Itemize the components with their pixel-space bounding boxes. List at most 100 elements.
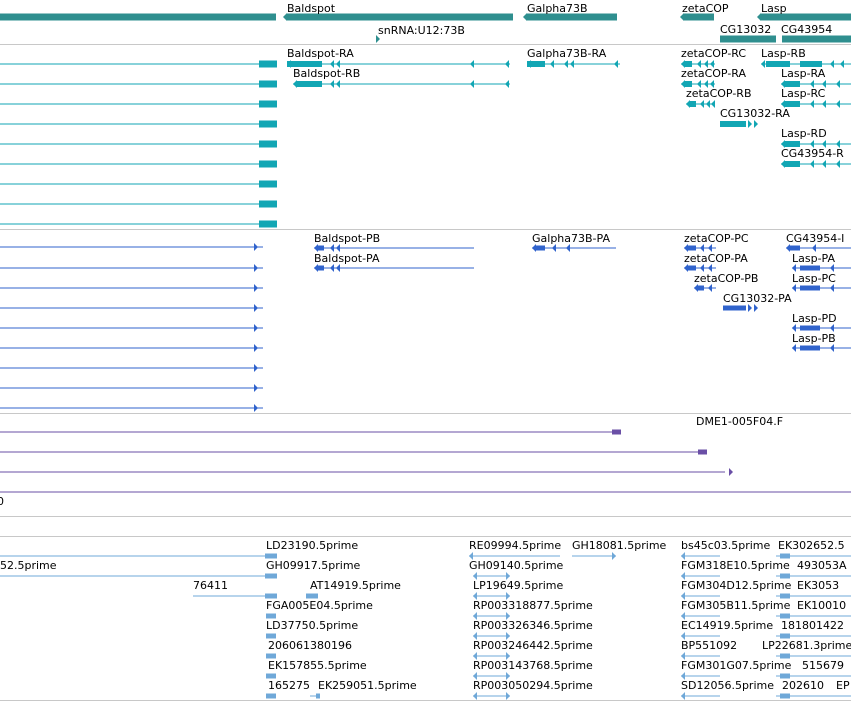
transcript-lasp-ra-exon bbox=[784, 81, 800, 87]
track-separator bbox=[0, 516, 851, 517]
transcript-label-zetacop-ra[interactable]: zetaCOP-RA bbox=[681, 67, 747, 80]
est-label-re09994[interactable]: RE09994.5prime bbox=[469, 539, 562, 552]
transcript-label-lasp-pd[interactable]: Lasp-PD bbox=[792, 312, 837, 325]
transcript-label-baldspot-rb[interactable]: Baldspot-RB bbox=[293, 67, 361, 80]
transcript-cg43954-r-end-arrow bbox=[781, 160, 785, 168]
transcript-left-exon bbox=[259, 100, 277, 108]
est-label-202610[interactable]: 202610 bbox=[782, 679, 824, 692]
est-label-fgm301g07[interactable]: FGM301G07.5prime bbox=[681, 659, 792, 672]
est-label-bp551092[interactable]: BP551092 bbox=[681, 639, 738, 652]
transcript-label-lasp-pb[interactable]: Lasp-PB bbox=[792, 332, 836, 345]
est-label-493053a[interactable]: 493053A bbox=[797, 559, 847, 572]
est-label-rp003143768[interactable]: RP003143768.5prime bbox=[473, 659, 593, 672]
transcript-label-cg43954-r[interactable]: CG43954-R bbox=[781, 147, 844, 160]
est-label-gh18081[interactable]: GH18081.5prime bbox=[572, 539, 667, 552]
transcript-left-end-arrow bbox=[254, 304, 258, 312]
est-label-ek3053[interactable]: EK3053 bbox=[797, 579, 840, 592]
est-label-ec14919[interactable]: EC14919.5prime bbox=[681, 619, 774, 632]
transcript-zetacop-pc-chevron bbox=[708, 244, 712, 252]
transcript-lasp-rd-chevron bbox=[810, 140, 814, 148]
transcript-label-zetacop-rc[interactable]: zetaCOP-RC bbox=[681, 47, 747, 60]
est-label-at14919[interactable]: AT14919.5prime bbox=[310, 579, 401, 592]
transcript-zetacop-pc-end-arrow bbox=[684, 244, 688, 252]
est-arrow bbox=[506, 572, 510, 580]
est-label-ek157855[interactable]: EK157855.5prime bbox=[268, 659, 367, 672]
est-block bbox=[265, 553, 277, 559]
est-block bbox=[265, 573, 277, 579]
transcript-label-lasp-rc[interactable]: Lasp-RC bbox=[781, 87, 826, 100]
est-arrow bbox=[681, 672, 685, 680]
transcript-galpha73b-ra-chevron bbox=[614, 60, 618, 68]
est-label-gh09917[interactable]: GH09917.5prime bbox=[266, 559, 361, 572]
est-label-515679[interactable]: 515679 bbox=[802, 659, 844, 672]
est-label-165275[interactable]: 165275 bbox=[268, 679, 310, 692]
est-label-206061380196[interactable]: 206061380196 bbox=[268, 639, 352, 652]
transcript-lasp-rc-end-arrow bbox=[781, 100, 785, 108]
gene-label-galpha73b[interactable]: Galpha73B bbox=[527, 2, 588, 15]
transcript-label-baldspot-pb[interactable]: Baldspot-PB bbox=[314, 232, 381, 245]
cdna-label-0[interactable]: 0 bbox=[0, 495, 4, 508]
transcript-label-cg13032-pa[interactable]: CG13032-PA bbox=[723, 292, 792, 305]
est-label-ek10010[interactable]: EK10010 bbox=[797, 599, 847, 612]
est-label-lp22681[interactable]: LP22681.3prime bbox=[762, 639, 851, 652]
est-label-ld23190[interactable]: LD23190.5prime bbox=[266, 539, 359, 552]
transcript-label-zetacop-rb[interactable]: zetaCOP-RB bbox=[686, 87, 752, 100]
transcript-zetacop-rb-end-arrow bbox=[686, 100, 690, 108]
transcript-label-galpha73b-ra[interactable]: Galpha73B-RA bbox=[527, 47, 607, 60]
est-label-rp003326346[interactable]: RP003326346.5prime bbox=[473, 619, 593, 632]
est-label-fgm305b11[interactable]: FGM305B11.5prime bbox=[681, 599, 791, 612]
transcript-zetacop-rc-chevron bbox=[710, 60, 714, 68]
transcript-zetacop-pb-exon bbox=[697, 285, 704, 291]
transcript-label-baldspot-ra[interactable]: Baldspot-RA bbox=[287, 47, 354, 60]
transcript-label-lasp-pa[interactable]: Lasp-PA bbox=[792, 252, 836, 265]
gene-label-cg13032[interactable]: CG13032 bbox=[720, 23, 772, 36]
est-label-ek259051[interactable]: EK259051.5prime bbox=[318, 679, 417, 692]
transcript-lasp-rd-chevron bbox=[822, 140, 826, 148]
est-label-sd12056[interactable]: SD12056.5prime bbox=[681, 679, 774, 692]
est-label-ek302652[interactable]: EK302652.5 bbox=[778, 539, 845, 552]
transcript-label-lasp-ra[interactable]: Lasp-RA bbox=[781, 67, 826, 80]
gene-label-zetacop[interactable]: zetaCOP bbox=[682, 2, 729, 15]
transcript-lasp-pc-exon bbox=[800, 285, 820, 291]
transcript-label-lasp-pc[interactable]: Lasp-PC bbox=[792, 272, 836, 285]
gene-label-baldspot[interactable]: Baldspot bbox=[287, 2, 336, 15]
est-label-ep[interactable]: EP bbox=[836, 679, 850, 692]
est-label-gh09140[interactable]: GH09140.5prime bbox=[469, 559, 564, 572]
est-label-181801422[interactable]: 181801422 bbox=[781, 619, 844, 632]
gene-label-snrna-u12-73b[interactable]: snRNA:U12:73B bbox=[378, 24, 465, 37]
transcript-label-cg13032-ra[interactable]: CG13032-RA bbox=[720, 107, 790, 120]
est-arrow bbox=[506, 632, 510, 640]
gene-label-cg43954[interactable]: CG43954 bbox=[781, 23, 833, 36]
transcript-left-end-arrow bbox=[254, 364, 258, 372]
est-label-fga005e04[interactable]: FGA005E04.5prime bbox=[266, 599, 373, 612]
transcript-lasp-pb-chevron bbox=[830, 344, 834, 352]
transcript-zetacop-rc-exon bbox=[684, 61, 692, 67]
est-label-rp003246442[interactable]: RP003246442.5prime bbox=[473, 639, 593, 652]
est-label-fgm318e10[interactable]: FGM318E10.5prime bbox=[681, 559, 790, 572]
est-label-fgm304d12[interactable]: FGM304D12.5prime bbox=[681, 579, 792, 592]
gene-label-lasp[interactable]: Lasp bbox=[761, 2, 787, 15]
est-label-76411[interactable]: 76411 bbox=[193, 579, 228, 592]
est-label-lp19649[interactable]: LP19649.5prime bbox=[473, 579, 564, 592]
est-label-rp003318877[interactable]: RP003318877.5prime bbox=[473, 599, 593, 612]
transcript-label-zetacop-pb[interactable]: zetaCOP-PB bbox=[694, 272, 759, 285]
transcript-label-lasp-rd[interactable]: Lasp-RD bbox=[781, 127, 827, 140]
transcript-left-end-arrow bbox=[254, 404, 258, 412]
transcript-label-cg43954-i[interactable]: CG43954-I bbox=[786, 232, 845, 245]
transcript-label-zetacop-pc[interactable]: zetaCOP-PC bbox=[684, 232, 749, 245]
transcript-label-baldspot-pa[interactable]: Baldspot-PA bbox=[314, 252, 380, 265]
est-label-rp003050294[interactable]: RP003050294.5prime bbox=[473, 679, 593, 692]
est-arrow bbox=[469, 552, 473, 560]
transcript-label-zetacop-pa[interactable]: zetaCOP-PA bbox=[684, 252, 748, 265]
est-label-bs45c03[interactable]: bs45c03.5prime bbox=[681, 539, 771, 552]
transcript-label-galpha73b-pa[interactable]: Galpha73B-PA bbox=[532, 232, 610, 245]
transcript-cg13032-ra-end-arrow bbox=[754, 120, 758, 128]
cdna-label-dme1-005f04-f[interactable]: DME1-005F04.F bbox=[696, 415, 784, 428]
est-label-ld37750[interactable]: LD37750.5prime bbox=[266, 619, 359, 632]
transcript-label-lasp-rb[interactable]: Lasp-RB bbox=[761, 47, 806, 60]
transcript-lasp-pd-end-arrow bbox=[792, 324, 796, 332]
est-label-52-5prime[interactable]: 52.5prime bbox=[0, 559, 57, 572]
est-arrow bbox=[681, 592, 685, 600]
est-arrow bbox=[681, 552, 685, 560]
transcript-lasp-rb-exon bbox=[766, 61, 790, 67]
